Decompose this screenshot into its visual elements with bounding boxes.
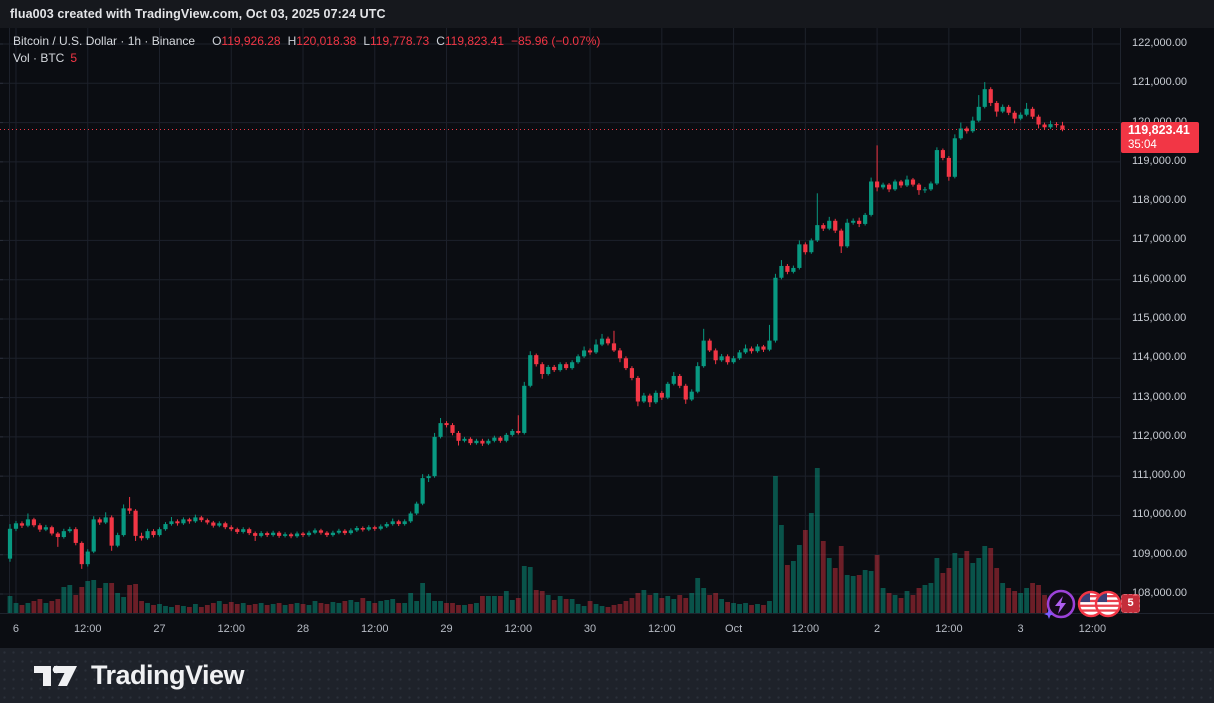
time-tick-label: 12:00: [1078, 623, 1107, 635]
price-tick-label: 109,000.00: [1132, 547, 1188, 560]
economic-events-flag-icons[interactable]: [1076, 589, 1126, 619]
price-tick-label: 119,000.00: [1132, 154, 1187, 167]
tradingview-logo-icon: [34, 665, 77, 686]
time-tick-label: Oct: [725, 623, 743, 635]
price-tick-label: 108,000.00: [1132, 586, 1188, 599]
time-tick-label: 12:00: [73, 623, 102, 635]
time-tick-label: 6: [12, 623, 20, 635]
price-tick-label: 117,000.00: [1132, 233, 1187, 246]
time-tick-label: 30: [583, 623, 597, 635]
snapshot-credit: flua003 created with TradingView.com, Oc…: [10, 7, 386, 21]
price-tick-label: 110,000.00: [1132, 508, 1187, 521]
price-chart[interactable]: [0, 28, 1120, 613]
legend-volume-row: Vol · BTC 5: [13, 50, 600, 67]
lightning-event-icon[interactable]: [1044, 588, 1078, 620]
time-tick-label: 12:00: [361, 623, 389, 635]
low-value: 119,778.73: [370, 34, 430, 48]
volume-label: Vol · BTC: [13, 51, 65, 65]
time-tick-label: 12:00: [504, 623, 533, 635]
time-tick-label: 2: [874, 623, 881, 635]
price-tick-label: 111,000.00: [1132, 469, 1186, 482]
tradingview-brand[interactable]: TradingView: [34, 660, 245, 691]
candle-countdown: 35:04: [1128, 138, 1157, 151]
events-count-badge[interactable]: 5: [1121, 594, 1140, 613]
price-tick-label: 113,000.00: [1132, 390, 1187, 403]
time-tick-label: 12:00: [217, 623, 246, 635]
price-tick-label: 112,000.00: [1132, 429, 1187, 442]
time-tick-label: 3: [1017, 623, 1024, 635]
snapshot-header: flua003 created with TradingView.com, Oc…: [0, 0, 1214, 28]
last-price-badge: 119,823.41 35:04: [1121, 121, 1199, 153]
chart-legend: Bitcoin / U.S. Dollar · 1h · Binance O119…: [13, 33, 600, 67]
price-axis[interactable]: 122,000.00121,000.00120,000.00119,000.00…: [1120, 28, 1214, 613]
high-value: 120,018.38: [296, 34, 357, 48]
price-tick-label: 115,000.00: [1132, 311, 1187, 324]
time-tick-label: 27: [153, 623, 166, 635]
open-label: O: [212, 34, 222, 48]
open-value: 119,926.28: [221, 34, 281, 48]
symbol-title: Bitcoin / U.S. Dollar · 1h · Binance: [13, 34, 196, 48]
lightning-bolt-icon: [1055, 596, 1066, 614]
brand-name: TradingView: [91, 660, 245, 690]
time-tick-label: 29: [440, 623, 453, 635]
close-value: 119,823.41: [444, 34, 505, 48]
time-tick-label: 28: [296, 623, 310, 635]
price-tick-label: 121,000.00: [1132, 76, 1188, 89]
price-tick-label: 122,000.00: [1132, 37, 1188, 49]
sparkle-icon: [1044, 609, 1054, 619]
time-axis[interactable]: 6 12:00 27 12:00 28 12:00 29 12:00 30 12:00 Oct 12:…: [0, 613, 1214, 648]
time-tick-label: 12:00: [791, 623, 820, 635]
time-tick-label: 12:00: [648, 623, 676, 635]
price-tick-label: 114,000.00: [1132, 351, 1187, 364]
low-label: L: [363, 34, 371, 48]
price-tick-label: 118,000.00: [1132, 194, 1187, 207]
last-price-value: 119,823.41: [1128, 122, 1190, 137]
footer-bar: TradingView: [0, 648, 1214, 703]
us-flag-icon: [1094, 590, 1122, 618]
volume-value: 5: [70, 51, 78, 65]
close-label: C: [436, 34, 445, 48]
time-tick-label: 12:00: [935, 623, 963, 635]
legend-ohlc-row: Bitcoin / U.S. Dollar · 1h · Binance O119…: [13, 33, 600, 50]
price-tick-label: 116,000.00: [1132, 272, 1187, 285]
change-value: −85.96 (−0.07%): [511, 34, 601, 48]
high-label: H: [287, 34, 297, 48]
